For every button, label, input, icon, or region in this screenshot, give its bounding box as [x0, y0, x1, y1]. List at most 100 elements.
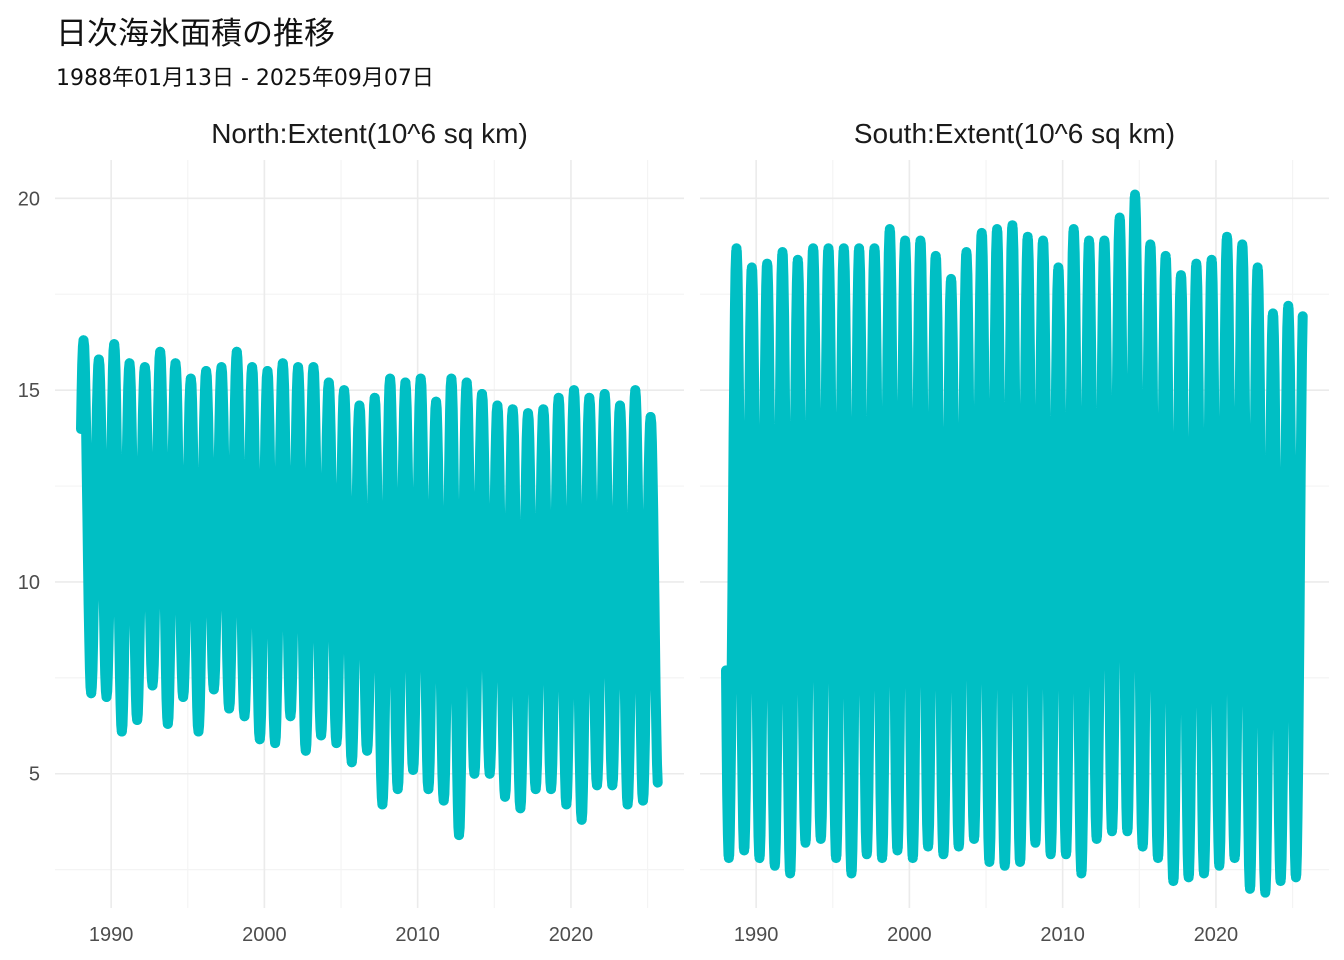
- annual-max-point: [808, 243, 819, 254]
- annual-max-point: [308, 362, 319, 373]
- annual-min-point: [500, 791, 511, 802]
- annual-max-point: [262, 365, 273, 376]
- annual-min-point: [754, 853, 765, 864]
- annual-min-point: [769, 860, 780, 871]
- y-tick-label: 10: [18, 572, 40, 594]
- annual-max-point: [461, 377, 472, 388]
- annual-max-point: [599, 388, 610, 399]
- annual-max-point: [823, 243, 834, 254]
- annual-max-point: [1252, 262, 1263, 273]
- annual-min-point: [362, 745, 373, 756]
- annual-min-point: [254, 734, 265, 745]
- annual-max-point: [1053, 262, 1064, 273]
- annual-max-point: [630, 385, 641, 396]
- annual-max-point: [109, 339, 120, 350]
- annual-max-point: [762, 258, 773, 269]
- annual-min-point: [239, 711, 250, 722]
- annual-max-point: [415, 373, 426, 384]
- annual-max-point: [961, 247, 972, 258]
- annual-min-point: [892, 845, 903, 856]
- annual-min-point: [1091, 833, 1102, 844]
- annual-max-point: [201, 365, 212, 376]
- south-panel: South:Extent(10^6 sq km) 1990 2000 2010 2020: [700, 118, 1329, 946]
- annual-min-point: [1045, 849, 1056, 860]
- panel-title: North:Extent(10^6 sq km): [211, 118, 528, 149]
- annual-max-point: [231, 346, 242, 357]
- x-tick-label: 2000: [242, 924, 287, 946]
- annual-min-point: [1107, 826, 1118, 837]
- annual-min-point: [484, 768, 495, 779]
- annual-max-point: [854, 243, 865, 254]
- annual-min-point: [1229, 853, 1240, 864]
- annual-max-point: [792, 254, 803, 265]
- annual-max-point: [1237, 239, 1248, 250]
- annual-min-point: [999, 860, 1010, 871]
- annual-min-point: [515, 803, 526, 814]
- annual-min-point: [1290, 872, 1301, 883]
- annual-max-point: [385, 373, 396, 384]
- annual-max-point: [1267, 308, 1278, 319]
- annual-max-point: [507, 404, 518, 415]
- annual-min-point: [162, 718, 173, 729]
- annual-max-point: [139, 362, 150, 373]
- annual-max-point: [477, 388, 488, 399]
- annual-min-point: [938, 849, 949, 860]
- x-tick-label: 1990: [89, 924, 134, 946]
- annual-min-point: [408, 764, 419, 775]
- extent-series-line: [721, 192, 1308, 896]
- annual-max-point: [354, 400, 365, 411]
- annual-min-point: [392, 784, 403, 795]
- annual-max-point: [93, 354, 104, 365]
- y-tick-label: 20: [18, 188, 40, 210]
- annual-min-point: [224, 703, 235, 714]
- annual-min-point: [1183, 872, 1194, 883]
- annual-max-point: [293, 362, 304, 373]
- annual-max-point: [155, 346, 166, 357]
- annual-max-point: [884, 224, 895, 235]
- annual-min-point: [576, 814, 587, 825]
- annual-min-point: [861, 849, 872, 860]
- annual-max-point: [1283, 300, 1294, 311]
- annual-max-point: [78, 335, 89, 346]
- annual-max-point: [1175, 270, 1186, 281]
- annual-min-point: [331, 738, 342, 749]
- annual-max-point: [446, 373, 457, 384]
- annual-min-point: [953, 841, 964, 852]
- annual-min-point: [1076, 868, 1087, 879]
- annual-min-point: [86, 688, 97, 699]
- annual-max-point: [185, 373, 196, 384]
- annual-max-point: [400, 377, 411, 388]
- annual-max-point: [946, 273, 957, 284]
- annual-max-point: [1114, 212, 1125, 223]
- chart-title: 日次海氷面積の推移: [56, 16, 335, 52]
- annual-max-point: [1160, 250, 1171, 261]
- annual-max-point: [369, 392, 380, 403]
- annual-max-point: [976, 227, 987, 238]
- annual-max-point: [1068, 224, 1079, 235]
- annual-min-point: [1153, 853, 1164, 864]
- x-tick-label: 1990: [734, 924, 779, 946]
- annual-max-point: [339, 385, 350, 396]
- annual-min-point: [831, 853, 842, 864]
- annual-max-point: [1145, 239, 1156, 250]
- annual-min-point: [1137, 841, 1148, 852]
- annual-min-point: [846, 868, 857, 879]
- annual-min-point: [116, 726, 127, 737]
- annual-min-point: [1214, 860, 1225, 871]
- annual-max-point: [553, 392, 564, 403]
- annual-max-point: [869, 243, 880, 254]
- annual-min-point: [984, 856, 995, 867]
- annual-max-point: [1191, 258, 1202, 269]
- annual-min-point: [923, 841, 934, 852]
- annual-min-point: [1061, 849, 1072, 860]
- annual-max-point: [1038, 235, 1049, 246]
- annual-min-point: [1030, 837, 1041, 848]
- panel-title: South:Extent(10^6 sq km): [854, 118, 1175, 149]
- annual-min-point: [607, 780, 618, 791]
- annual-min-point: [132, 715, 143, 726]
- x-tick-label: 2000: [887, 924, 932, 946]
- annual-min-point: [208, 684, 219, 695]
- annual-max-point: [930, 250, 941, 261]
- annual-min-point: [800, 837, 811, 848]
